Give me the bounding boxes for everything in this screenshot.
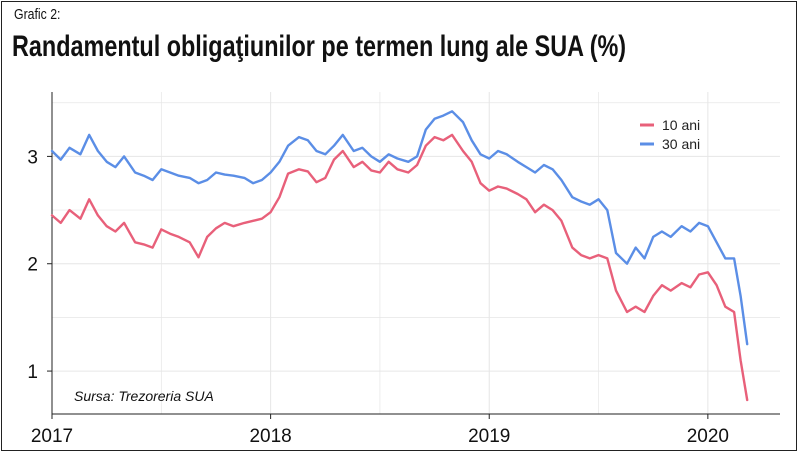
- axes: 1 2 3 2017 2018 2019 2020: [27, 92, 780, 447]
- chart-subtitle: Grafic 2:: [14, 6, 61, 23]
- x-tick-label: 2019: [468, 426, 510, 447]
- legend-label: 10 ani: [662, 117, 700, 133]
- x-tick-label: 2020: [687, 426, 729, 447]
- series-line-10-ani: [50, 133, 749, 402]
- legend: 10 ani 30 ani: [640, 117, 700, 152]
- series-line-30-ani: [50, 110, 749, 346]
- x-tick-label: 2018: [249, 426, 291, 447]
- y-tick-label: 2: [27, 255, 38, 276]
- chart-title: Randamentul obligaţiunilor pe termen lun…: [12, 30, 627, 63]
- x-tick-label: 2017: [31, 426, 73, 447]
- legend-label: 30 ani: [662, 136, 700, 152]
- y-tick-label: 3: [27, 147, 38, 168]
- source-note: Sursa: Trezoreria SUA: [74, 388, 214, 404]
- series-lines: [50, 110, 749, 402]
- y-tick-label: 1: [27, 362, 38, 383]
